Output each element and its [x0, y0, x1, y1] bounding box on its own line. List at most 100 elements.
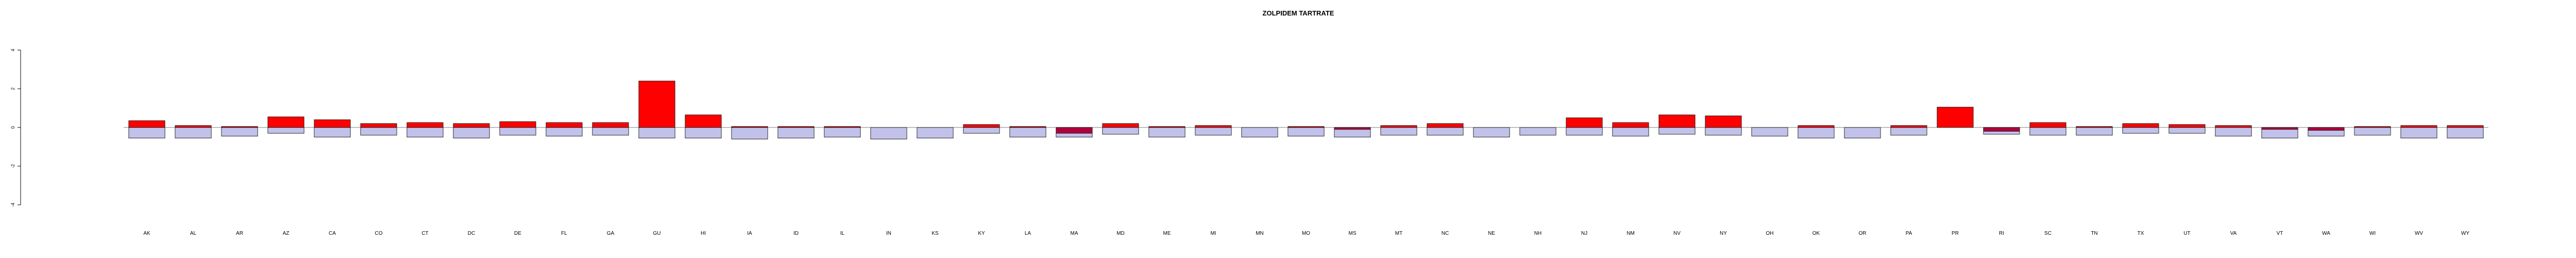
x-category-label: CO: [375, 231, 383, 236]
bar-upper: [1102, 123, 1139, 128]
bar-upper: [546, 122, 583, 128]
x-category-label: CT: [421, 231, 428, 236]
bar-upper: [2122, 123, 2159, 128]
x-category-label: PA: [1906, 231, 1912, 236]
bar-upper: [2400, 125, 2437, 128]
y-tick-label: -2: [10, 164, 15, 168]
x-category-label: TN: [2091, 231, 2097, 236]
x-category-label: OK: [1812, 231, 1820, 236]
bar-lower: [1751, 127, 1788, 137]
bars-upper-series: [124, 80, 2488, 134]
bar-upper: [499, 121, 536, 128]
bar-lower: [1102, 127, 1139, 135]
x-axis-labels: AK AL AR AZ CA CO CT DC DE FL GA GU HI IA ID IL IN KS KY LA…: [143, 231, 2469, 236]
bar-lower: [1148, 127, 1185, 138]
bar-upper: [1380, 125, 1417, 128]
bar-lower: [1566, 127, 1603, 136]
bar-upper: [175, 125, 212, 128]
x-category-label: ID: [793, 231, 799, 236]
x-category-label: IL: [840, 231, 845, 236]
bar-lower: [2400, 127, 2437, 139]
x-category-label: MO: [1302, 231, 1310, 236]
bar-lower: [1380, 127, 1417, 136]
bar-lower: [685, 127, 722, 139]
bar-upper: [1566, 117, 1603, 128]
x-category-label: NM: [1626, 231, 1635, 236]
x-category-label: FL: [561, 231, 567, 236]
bar-lower: [870, 127, 907, 139]
bar-lower: [1844, 127, 1881, 139]
bar-lower: [1612, 127, 1649, 137]
bar-lower: [1241, 127, 1278, 138]
bar-upper: [2215, 125, 2252, 128]
x-category-label: NC: [1442, 231, 1449, 236]
bar-lower: [2122, 127, 2159, 134]
bar-upper: [592, 122, 629, 128]
bar-lower: [731, 127, 768, 139]
bar-lower: [1427, 127, 1464, 136]
bar-lower: [1473, 127, 1510, 138]
x-category-label: NH: [1534, 231, 1541, 236]
bar-lower: [546, 127, 583, 137]
bar-lower: [2447, 127, 2484, 139]
bar-lower: [1890, 127, 1927, 136]
y-tick-label: 2: [10, 87, 15, 90]
bar-upper: [314, 119, 351, 128]
bar-lower: [638, 127, 675, 139]
x-category-label: PR: [1952, 231, 1959, 236]
bar-upper: [2029, 122, 2066, 128]
x-category-label: GU: [653, 231, 661, 236]
x-category-label: DE: [514, 231, 521, 236]
x-category-label: MA: [1071, 231, 1078, 236]
bar-lower: [1195, 127, 1232, 136]
x-category-label: CA: [329, 231, 336, 236]
x-category-label: LA: [1025, 231, 1031, 236]
bar-upper: [1937, 107, 1974, 128]
bar-lower: [963, 127, 1000, 134]
y-tick-label: -4: [10, 203, 15, 207]
y-axis: -4 -2 0 2 4: [10, 49, 21, 207]
bar-upper: [2308, 127, 2345, 131]
bar-lower: [592, 127, 629, 136]
x-category-label: MD: [1116, 231, 1125, 236]
x-category-label: NV: [1673, 231, 1681, 236]
bar-upper: [1890, 125, 1927, 128]
bar-lower: [360, 127, 397, 136]
x-category-label: AK: [143, 231, 150, 236]
bar-upper: [2447, 125, 2484, 128]
bar-lower: [1658, 127, 1696, 135]
bar-upper: [1983, 127, 2020, 132]
bar-lower: [221, 127, 258, 137]
x-category-label: RI: [1999, 231, 2004, 236]
x-category-label: WY: [2461, 231, 2469, 236]
bar-upper: [1612, 122, 1649, 128]
x-category-label: GA: [607, 231, 615, 236]
bar-lower: [2215, 127, 2252, 137]
x-category-label: MN: [1256, 231, 1264, 236]
x-category-label: MT: [1395, 231, 1402, 236]
bar-lower: [1798, 127, 1835, 139]
bar-upper: [638, 80, 675, 128]
bar-upper: [1334, 127, 1371, 130]
bar-lower: [824, 127, 861, 138]
bar-lower: [453, 127, 490, 139]
x-category-label: KS: [931, 231, 939, 236]
bar-lower: [917, 127, 954, 139]
bar-lower: [2354, 127, 2391, 136]
x-category-label: IA: [747, 231, 752, 236]
x-category-label: OR: [1859, 231, 1867, 236]
bar-lower: [128, 127, 165, 139]
x-category-label: MI: [1210, 231, 1216, 236]
bar-upper: [1056, 127, 1093, 134]
bar-lower: [314, 127, 351, 138]
bar-upper: [128, 120, 165, 128]
bar-lower: [406, 127, 444, 138]
x-category-label: WA: [2322, 231, 2330, 236]
bar-lower: [175, 127, 212, 139]
x-category-label: HI: [701, 231, 706, 236]
x-category-label: WV: [2415, 231, 2423, 236]
bar-upper: [2261, 127, 2298, 130]
x-category-label: NY: [1720, 231, 1727, 236]
bar-upper: [1427, 123, 1464, 128]
